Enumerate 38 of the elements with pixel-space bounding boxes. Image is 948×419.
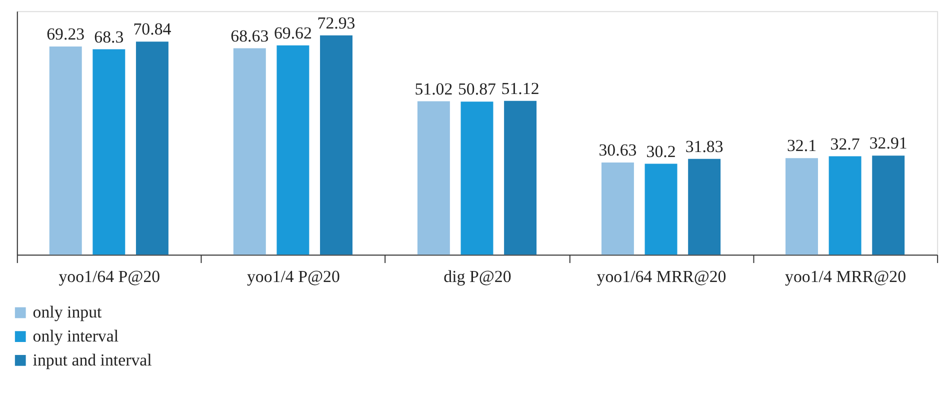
x-tick-label: yoo1/64 P@20 [58,266,160,286]
data-label: 32.7 [830,134,860,154]
data-label: 31.83 [685,136,724,156]
data-label: 50.87 [458,80,496,99]
legend-label: only input [32,302,102,322]
x-tick-label: yoo1/4 P@20 [246,266,340,286]
bar [417,101,450,255]
data-label: 69.62 [274,23,312,42]
data-label: 51.02 [414,79,453,98]
legend-label: only interval [32,326,119,346]
data-label: 30.2 [646,142,676,161]
x-tick-label: dig P@20 [444,266,512,286]
bar [460,102,494,255]
bar [92,49,126,255]
data-label: 69.23 [46,24,85,44]
data-label: 68.63 [230,26,269,46]
bar [786,158,818,255]
bar [601,162,634,255]
data-label: 30.63 [598,140,637,160]
bar [233,48,266,255]
bar [320,35,352,255]
bar [504,100,537,255]
bar [828,156,862,255]
data-label: 32.1 [786,136,817,156]
bar [136,42,168,255]
data-label: 70.84 [133,20,172,39]
bar [276,45,310,255]
data-label: 68.3 [94,27,124,46]
data-label: 72.93 [317,13,356,32]
bar [49,46,82,255]
x-tick-label: yoo1/4 MRR@20 [785,266,906,286]
bar [644,164,678,255]
bar [872,156,905,255]
bar [688,158,721,255]
legend-label: input and interval [32,350,152,370]
data-label: 51.12 [501,78,540,98]
x-tick-label: yoo1/64 MRR@20 [596,266,726,286]
data-label: 32.91 [869,134,908,153]
